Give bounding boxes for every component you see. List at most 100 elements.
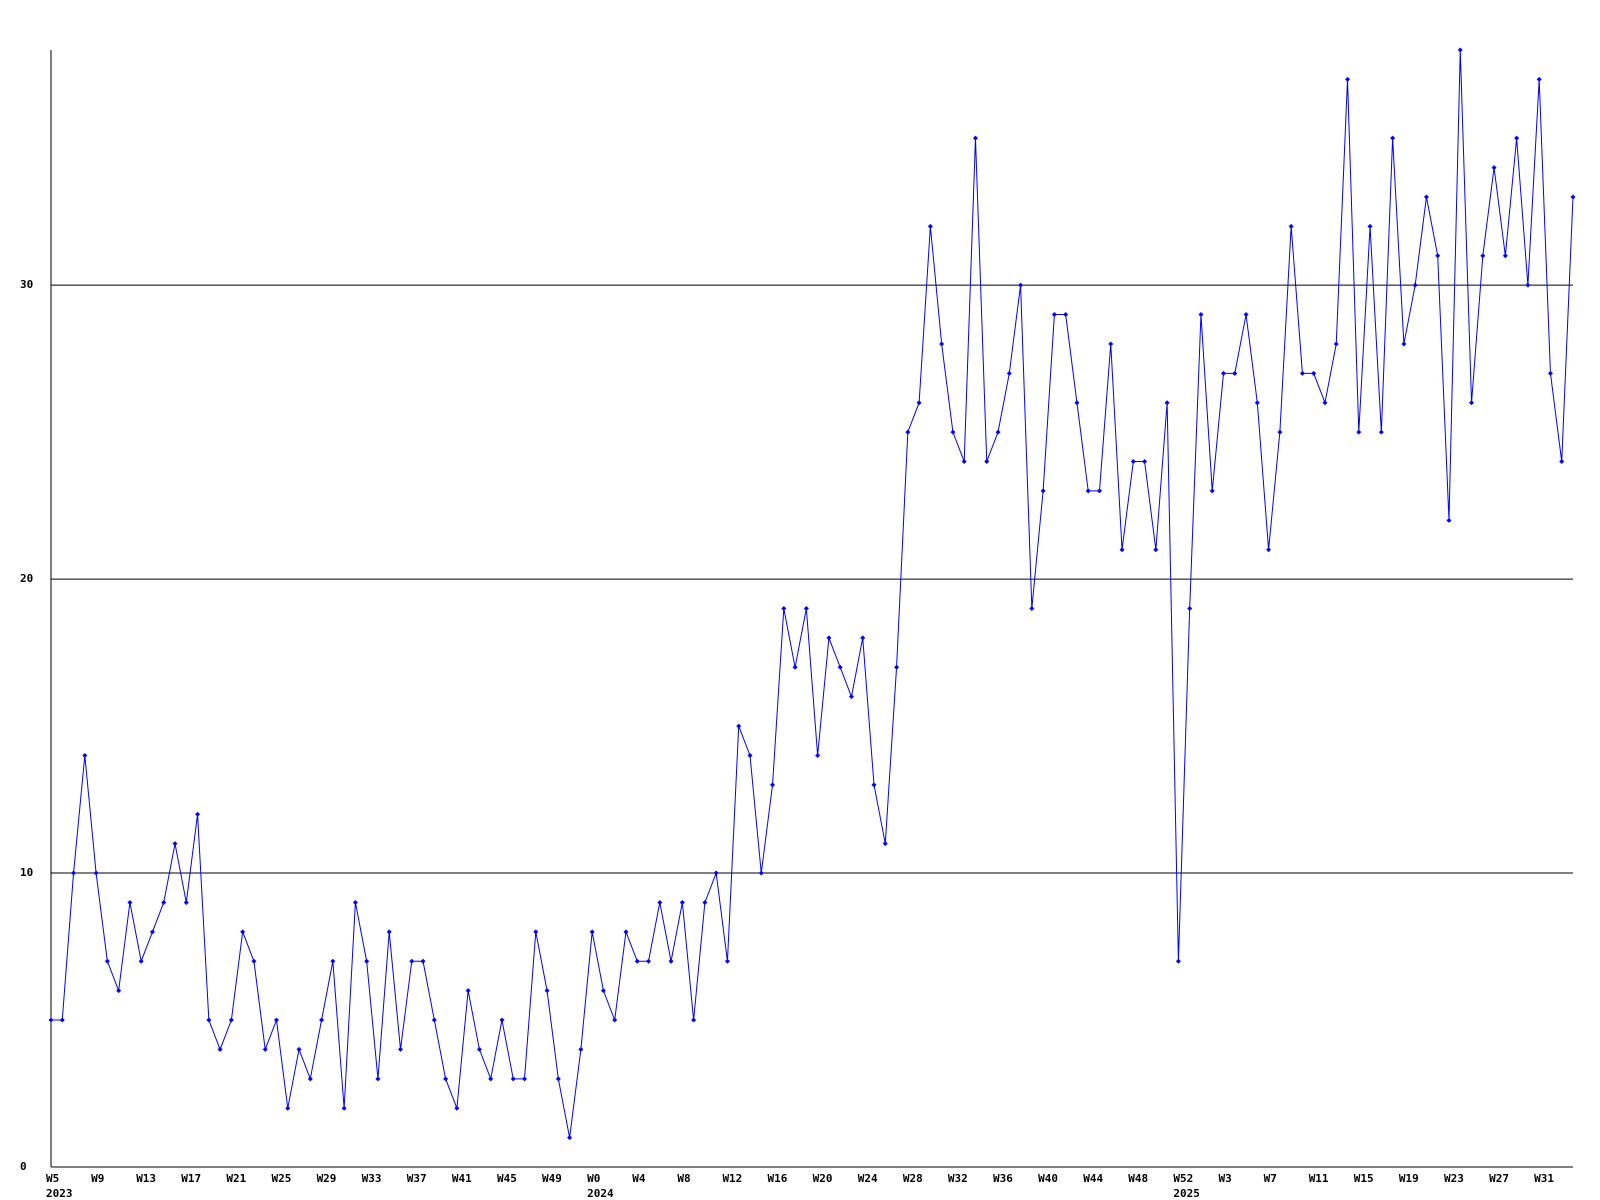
point-marker bbox=[1469, 400, 1475, 406]
year-label: 2023 bbox=[46, 1187, 73, 1200]
point-marker bbox=[646, 958, 652, 964]
point-marker bbox=[567, 1135, 573, 1141]
point-marker bbox=[330, 958, 336, 964]
point-marker bbox=[138, 958, 144, 964]
x-tick-label: W25 bbox=[271, 1172, 291, 1185]
point-marker bbox=[1266, 547, 1272, 553]
point-marker bbox=[758, 870, 764, 876]
point-marker bbox=[240, 929, 246, 935]
point-marker bbox=[1299, 370, 1305, 376]
point-marker bbox=[1288, 223, 1294, 229]
point-marker bbox=[1096, 488, 1102, 494]
x-tick-label: W13 bbox=[136, 1172, 156, 1185]
point-marker bbox=[1435, 253, 1441, 259]
point-marker bbox=[161, 899, 167, 905]
point-marker bbox=[217, 1046, 223, 1052]
point-marker bbox=[1491, 165, 1497, 171]
point-marker bbox=[488, 1076, 494, 1082]
point-marker bbox=[770, 782, 776, 788]
point-marker bbox=[1345, 76, 1351, 82]
point-marker bbox=[59, 1017, 65, 1023]
y-tick-label: 0 bbox=[20, 1160, 27, 1173]
x-tick-label: W15 bbox=[1354, 1172, 1374, 1185]
point-marker bbox=[826, 635, 832, 641]
point-marker bbox=[1006, 370, 1012, 376]
year-label: 2025 bbox=[1173, 1187, 1200, 1200]
point-marker bbox=[522, 1076, 528, 1082]
point-marker bbox=[499, 1017, 505, 1023]
point-marker bbox=[375, 1076, 381, 1082]
point-marker bbox=[600, 988, 606, 994]
point-marker bbox=[1063, 312, 1069, 318]
x-tick-label: W20 bbox=[813, 1172, 833, 1185]
point-marker bbox=[702, 899, 708, 905]
point-marker bbox=[837, 664, 843, 670]
point-marker bbox=[668, 958, 674, 964]
point-marker bbox=[984, 459, 990, 465]
point-marker bbox=[1051, 312, 1057, 318]
point-marker bbox=[950, 429, 956, 435]
x-tick-label: W8 bbox=[677, 1172, 690, 1185]
point-marker bbox=[905, 429, 911, 435]
x-tick-label: W36 bbox=[993, 1172, 1013, 1185]
point-marker bbox=[510, 1076, 516, 1082]
x-tick-label: W0 bbox=[587, 1172, 600, 1185]
point-marker bbox=[116, 988, 122, 994]
point-marker bbox=[1040, 488, 1046, 494]
point-marker bbox=[262, 1046, 268, 1052]
point-marker bbox=[679, 899, 685, 905]
point-marker bbox=[1423, 194, 1429, 200]
point-marker bbox=[465, 988, 471, 994]
point-marker bbox=[1559, 459, 1565, 465]
point-marker bbox=[352, 899, 358, 905]
x-tick-label: W33 bbox=[362, 1172, 382, 1185]
point-marker bbox=[589, 929, 595, 935]
point-marker bbox=[364, 958, 370, 964]
x-tick-label: W16 bbox=[768, 1172, 788, 1185]
x-tick-label: W44 bbox=[1083, 1172, 1103, 1185]
point-marker bbox=[894, 664, 900, 670]
series-line bbox=[51, 49, 1574, 1138]
point-marker bbox=[781, 606, 787, 611]
point-marker bbox=[1130, 459, 1136, 465]
point-marker bbox=[1480, 253, 1486, 259]
x-tick-label: W19 bbox=[1399, 1172, 1419, 1185]
point-marker bbox=[397, 1046, 403, 1052]
x-tick-label: W21 bbox=[226, 1172, 246, 1185]
year-label: 2024 bbox=[587, 1187, 614, 1200]
point-marker bbox=[1356, 429, 1362, 435]
point-marker bbox=[296, 1046, 302, 1052]
point-marker bbox=[691, 1017, 697, 1023]
x-tick-label: W31 bbox=[1534, 1172, 1554, 1185]
x-tick-label: W23 bbox=[1444, 1172, 1464, 1185]
point-marker bbox=[476, 1046, 482, 1052]
x-tick-label: W49 bbox=[542, 1172, 562, 1185]
point-marker bbox=[431, 1017, 437, 1023]
point-marker bbox=[127, 899, 133, 905]
point-marker bbox=[1333, 341, 1339, 347]
x-tick-label: W12 bbox=[722, 1172, 742, 1185]
point-marker bbox=[1378, 429, 1384, 435]
point-marker bbox=[815, 752, 821, 758]
x-tick-label: W41 bbox=[452, 1172, 472, 1185]
x-tick-label: W29 bbox=[317, 1172, 337, 1185]
point-marker bbox=[1514, 135, 1520, 141]
x-tick-label: W5 bbox=[46, 1172, 59, 1185]
point-marker bbox=[1018, 282, 1024, 288]
point-marker bbox=[1187, 606, 1193, 611]
x-tick-label: W37 bbox=[407, 1172, 427, 1185]
point-marker bbox=[1209, 488, 1215, 494]
x-tick-label: W32 bbox=[948, 1172, 968, 1185]
point-marker bbox=[172, 841, 178, 847]
x-tick-label: W48 bbox=[1128, 1172, 1148, 1185]
point-marker bbox=[1232, 370, 1238, 376]
point-marker bbox=[1254, 400, 1260, 406]
point-marker bbox=[736, 723, 742, 729]
point-marker bbox=[82, 752, 88, 758]
point-marker bbox=[578, 1046, 584, 1052]
point-marker bbox=[149, 929, 155, 935]
point-marker bbox=[1277, 429, 1283, 435]
point-marker bbox=[544, 988, 550, 994]
point-marker bbox=[1457, 47, 1463, 53]
